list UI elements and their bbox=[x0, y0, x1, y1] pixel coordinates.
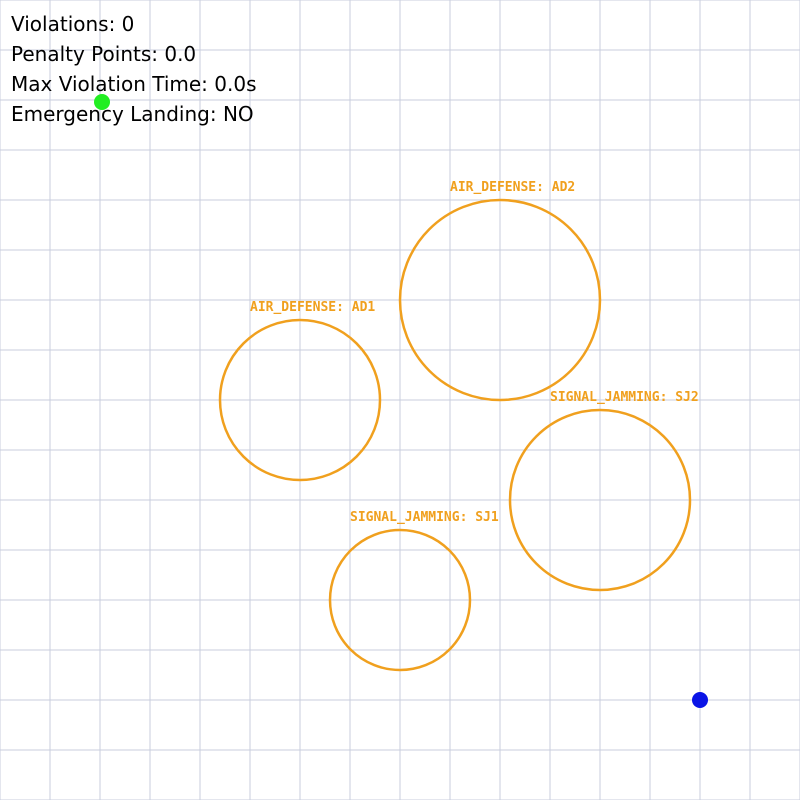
zone-label-ad2: AIR_DEFENSE: AD2 bbox=[450, 180, 575, 195]
zone-ring-sj2 bbox=[508, 408, 692, 592]
violations-counter: Violations: 0 bbox=[11, 12, 135, 36]
zone-sj1: SIGNAL_JAMMING: SJ1 bbox=[328, 510, 499, 672]
zone-ad1: AIR_DEFENSE: AD1 bbox=[218, 300, 382, 482]
emergency-landing-status: Emergency Landing: NO bbox=[11, 102, 254, 126]
zone-sj2: SIGNAL_JAMMING: SJ2 bbox=[508, 390, 699, 592]
zone-ring-ad1 bbox=[218, 318, 382, 482]
target-marker-icon bbox=[692, 692, 708, 708]
penalty-points: Penalty Points: 0.0 bbox=[11, 42, 197, 66]
zone-label-sj1: SIGNAL_JAMMING: SJ1 bbox=[350, 510, 499, 525]
zone-label-ad1: AIR_DEFENSE: AD1 bbox=[250, 300, 375, 315]
drone-marker-icon bbox=[94, 94, 110, 110]
zone-ring-sj1 bbox=[328, 528, 472, 672]
zone-ad2: AIR_DEFENSE: AD2 bbox=[398, 180, 602, 402]
status-panel: Violations: 0 Penalty Points: 0.0 Max Vi… bbox=[11, 9, 257, 129]
zone-ring-ad2 bbox=[398, 198, 602, 402]
max-violation-time: Max Violation Time: 0.0s bbox=[11, 72, 257, 96]
zone-label-sj2: SIGNAL_JAMMING: SJ2 bbox=[550, 390, 699, 405]
